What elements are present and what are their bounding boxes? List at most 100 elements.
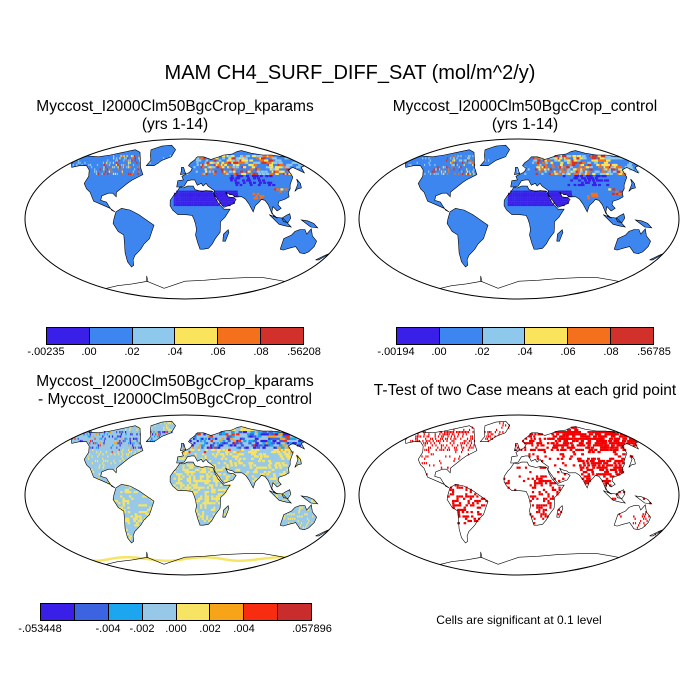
grid-cell — [199, 471, 202, 474]
grid-cell — [533, 479, 537, 483]
grid-cell — [236, 455, 239, 458]
grid-cell — [268, 183, 272, 187]
grid-cell — [540, 513, 543, 516]
grid-cell — [121, 170, 123, 173]
grid-cell — [612, 451, 617, 454]
grid-cell — [575, 448, 579, 451]
grid-cell — [522, 203, 526, 207]
grid-cell — [547, 499, 550, 503]
grid-cell — [118, 159, 120, 162]
coastline-greenland — [145, 144, 176, 166]
grid-cell — [601, 175, 605, 178]
grid-cell — [442, 435, 444, 438]
grid-cell — [116, 172, 118, 175]
grid-cell — [597, 464, 601, 467]
grid-cell — [621, 471, 625, 474]
grid-cell — [574, 428, 579, 431]
grid-cell — [153, 431, 155, 434]
grid-cell — [537, 195, 541, 198]
landmass-indonesia — [269, 214, 292, 227]
grid-cell — [594, 462, 598, 465]
grid-cell — [188, 192, 191, 195]
grid-cell — [537, 163, 540, 167]
grid-cell — [122, 453, 124, 456]
grid-cell — [611, 457, 615, 460]
grid-cell — [195, 499, 198, 503]
grid-cell — [415, 435, 417, 438]
grid-cell — [259, 181, 262, 184]
grid-cell — [222, 192, 226, 195]
grid-cell — [465, 504, 468, 507]
grid-cell — [552, 442, 555, 445]
grid-cell — [540, 504, 543, 507]
grid-cell — [273, 446, 278, 449]
grid-cell — [591, 183, 595, 187]
grid-cell — [108, 435, 110, 438]
grid-cell — [582, 157, 587, 160]
grid-cell — [139, 517, 142, 520]
grid-cell — [241, 159, 245, 162]
grid-cell — [224, 163, 227, 167]
grid-cell — [608, 459, 612, 463]
grid-cell — [563, 197, 567, 200]
grid-cell — [453, 163, 455, 167]
grid-cell — [92, 442, 94, 445]
grid-cell — [425, 442, 427, 445]
grid-cell — [220, 457, 224, 460]
grid-cell — [642, 513, 644, 516]
grid-cell — [527, 190, 530, 193]
grid-cell — [412, 439, 414, 443]
grid-cell — [560, 161, 564, 164]
grid-cell — [246, 179, 249, 182]
grid-cell — [194, 455, 197, 458]
grid-cell — [490, 433, 492, 436]
grid-cell — [126, 437, 128, 440]
grid-cell — [230, 190, 234, 193]
grid-cell — [173, 477, 176, 480]
grid-cell — [455, 163, 457, 167]
grid-cell — [555, 199, 558, 202]
grid-cell — [74, 437, 76, 440]
grid-cell — [596, 179, 600, 182]
grid-cell — [157, 431, 159, 434]
grid-cell — [129, 166, 132, 169]
grid-cell — [429, 172, 432, 175]
grid-cell — [157, 435, 159, 438]
grid-cell — [581, 477, 585, 480]
grid-cell — [176, 197, 179, 200]
grid-cell — [601, 159, 606, 162]
grid-cell — [301, 506, 304, 509]
grid-cell — [609, 475, 613, 478]
grid-cell — [479, 513, 482, 516]
coastline-madagascar — [556, 505, 564, 518]
grid-cell — [284, 435, 290, 438]
grid-cell — [471, 515, 474, 518]
grid-cell — [298, 163, 303, 167]
grid-cell — [534, 168, 538, 171]
grid-cell — [453, 431, 455, 434]
grid-cell — [127, 506, 130, 509]
grid-cell — [540, 201, 543, 204]
grid-cell — [565, 168, 569, 171]
panel-kparams-title-line1: Myccost_I2000Clm50BgcCrop_kparams — [36, 98, 314, 115]
grid-cell — [536, 442, 539, 445]
grid-cell — [441, 435, 443, 438]
grid-cell — [186, 473, 189, 476]
grid-cell — [163, 426, 165, 429]
grid-cell — [235, 468, 238, 471]
grid-cell — [620, 515, 622, 518]
grid-cell — [603, 479, 607, 483]
grid-cell — [110, 453, 112, 456]
grid-cell — [255, 175, 259, 178]
grid-cell — [267, 442, 272, 445]
grid-cell — [560, 163, 563, 167]
grid-cell — [90, 163, 92, 167]
grid-cell — [225, 433, 229, 436]
colorbar-tick-label: .004 — [233, 623, 255, 635]
grid-cell — [129, 428, 131, 431]
grid-cell — [613, 462, 617, 465]
grid-cell — [555, 170, 559, 173]
grid-cell — [540, 493, 543, 496]
grid-cell — [563, 192, 566, 195]
grid-cell — [605, 172, 609, 175]
